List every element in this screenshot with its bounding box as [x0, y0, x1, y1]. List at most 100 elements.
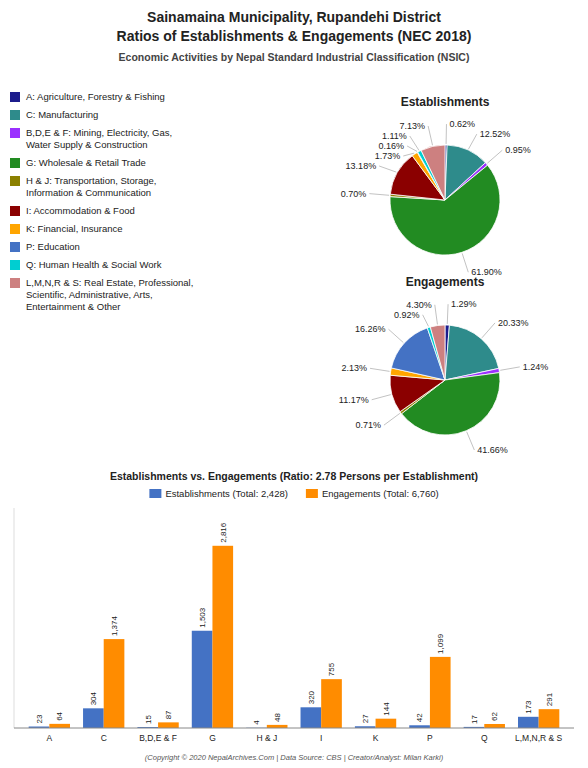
x-tick-label: I	[320, 733, 322, 743]
pie-label: 13.18%	[346, 161, 377, 171]
bar-title: Establishments vs. Engagements (Ratio: 2…	[110, 470, 478, 482]
bar-value-label: 1,374	[110, 616, 119, 637]
bar-value-label: 173	[524, 700, 533, 714]
bar	[376, 719, 397, 728]
bar-value-label: 4	[252, 720, 261, 725]
bar-value-label: 2,816	[219, 522, 228, 543]
legend-label-line: C: Manufacturing	[26, 109, 98, 120]
legend-label: B,D,E & F: Mining, Electricity, Gas,Wate…	[26, 127, 172, 150]
legend-swatch	[10, 206, 20, 216]
legend-label-line: H & J: Transportation, Storage,	[26, 175, 156, 186]
bar-value-label: 17	[470, 714, 479, 723]
legend-label-line: L,M,N,R & S: Real Estate, Professional,	[26, 277, 193, 288]
leader-line	[462, 253, 468, 272]
legend-label: H & J: Transportation, Storage,Informati…	[26, 175, 156, 198]
bar-value-label: 64	[55, 711, 64, 720]
bar-value-label: 62	[490, 712, 499, 721]
leader-line	[482, 323, 495, 338]
legend-label-line: Information & Communication	[26, 187, 151, 198]
legend-swatch	[10, 110, 20, 120]
bar	[430, 657, 451, 728]
leader-line	[467, 432, 475, 450]
legend-swatch	[306, 489, 318, 498]
legend-swatch	[10, 128, 20, 138]
title: Sainamaina Municipality, Rupandehi Distr…	[117, 9, 472, 44]
bar	[301, 707, 322, 728]
legend-label-line: I: Accommodation & Food	[26, 205, 135, 216]
pie-label: 16.26%	[355, 324, 386, 334]
x-tick-label: Q	[481, 733, 488, 743]
x-tick-label: B,D,E & F	[139, 733, 177, 743]
bar-value-label: 42	[415, 713, 424, 722]
leader-line	[389, 329, 404, 342]
legend-label-line: Water Supply & Construction	[26, 139, 148, 150]
bar-value-label: 23	[35, 714, 44, 723]
legend-swatch	[10, 278, 20, 288]
bar-value-label: 144	[382, 702, 391, 716]
pie-slice	[430, 325, 445, 380]
leader-line	[403, 153, 414, 156]
pie: Establishments0.62%12.52%0.95%61.90%0.70…	[341, 95, 531, 277]
pie-label: 1.73%	[375, 151, 401, 161]
x-tick-label: L,M,N,R & S	[515, 733, 563, 743]
figure: Sainamaina Municipality, Rupandehi Distr…	[0, 0, 588, 768]
bar-value-label: 48	[273, 712, 282, 721]
legend-swatch	[10, 92, 20, 102]
pie-label: 41.66%	[477, 445, 508, 455]
bar	[158, 722, 179, 728]
legend-label-line: A: Agriculture, Forestry & Fishing	[26, 91, 165, 102]
legend-label-line: P: Education	[26, 241, 80, 252]
legend-label-line: Scientific, Administrative, Arts,	[26, 289, 153, 300]
pie: Engagements1.29%20.33%1.24%41.66%0.71%11…	[339, 275, 548, 455]
legend-swatch	[10, 260, 20, 270]
legend-label-line: G: Wholesale & Retail Trade	[26, 157, 146, 168]
leader-line	[446, 124, 447, 144]
pie-label: 1.24%	[523, 362, 549, 372]
title-line: Ratios of Establishments & Engagements (…	[117, 28, 472, 44]
pie-label: 7.13%	[400, 121, 426, 131]
bar	[192, 631, 213, 728]
bar	[518, 717, 539, 728]
pie-label: 2.13%	[341, 363, 367, 373]
pie-legend: A: Agriculture, Forestry & Fishing C: Man…	[10, 91, 193, 312]
legend-label: I: Accommodation & Food	[26, 205, 135, 216]
leader-line	[423, 315, 429, 327]
bar-value-label: 27	[361, 714, 370, 723]
legend-swatch	[10, 224, 20, 234]
pie-slice	[421, 145, 445, 200]
pie-slice	[445, 325, 499, 380]
leader-line	[384, 413, 400, 425]
bar-chart: Establishments vs. Engagements (Ratio: 2…	[14, 470, 574, 743]
bar	[484, 724, 505, 728]
x-tick-label: C	[101, 733, 107, 743]
bar	[49, 724, 70, 728]
pie-label: 20.33%	[498, 318, 529, 328]
x-tick-label: H & J	[256, 733, 277, 743]
legend-label-line: K: Financial, Insurance	[26, 223, 123, 234]
pie-slice	[390, 375, 445, 412]
leader-line	[428, 126, 432, 145]
pie-label: 0.71%	[355, 420, 381, 430]
x-axis-line	[14, 728, 574, 729]
bar	[104, 639, 125, 728]
leader-line	[435, 305, 438, 325]
legend-label: P: Education	[26, 241, 80, 252]
bar-value-label: 1,099	[436, 633, 445, 654]
legend-label: G: Wholesale & Retail Trade	[26, 157, 146, 168]
legend-label: L,M,N,R & S: Real Estate, Professional,S…	[26, 277, 193, 312]
x-tick-label: K	[373, 733, 379, 743]
footer: (Copyright © 2020 NepalArchives.Com | Da…	[145, 753, 444, 762]
pie-label: 11.17%	[339, 395, 369, 405]
bar-value-label: 320	[307, 690, 316, 704]
bar-value-label: 304	[89, 691, 98, 705]
bar	[83, 708, 104, 728]
legend-label-line: Q: Human Health & Social Work	[26, 259, 162, 270]
leader-line	[487, 150, 502, 163]
pie-label: 0.70%	[341, 189, 367, 199]
pie-label: 1.29%	[451, 299, 477, 309]
bar-value-label: 755	[327, 662, 336, 676]
leader-line	[372, 395, 391, 400]
legend-swatch	[149, 489, 161, 498]
legend-label: Q: Human Health & Social Work	[26, 259, 162, 270]
bar-value-label: 15	[144, 715, 153, 724]
